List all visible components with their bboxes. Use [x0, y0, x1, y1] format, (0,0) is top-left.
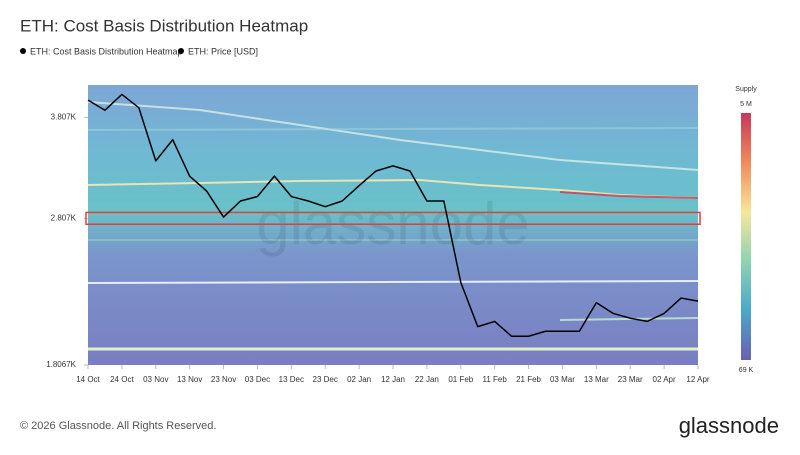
x-tick-label: 14 Oct	[76, 375, 100, 384]
x-tick-label: 13 Nov	[177, 375, 202, 384]
chart-title: ETH: Cost Basis Distribution Heatmap	[20, 16, 308, 35]
x-tick-label: 24 Oct	[110, 375, 134, 384]
x-tick-label: 03 Dec	[245, 375, 270, 384]
x-tick-label: 03 Mar	[550, 375, 575, 384]
colorbar-min: 69 K	[739, 367, 754, 374]
colorbar	[741, 113, 751, 360]
heatmap-streaks	[87, 101, 699, 351]
y-tick-label: 2.807K	[51, 214, 77, 223]
x-tick-label: 01 Feb	[448, 375, 473, 384]
x-tick-label: 11 Feb	[483, 375, 508, 384]
colorbar-title: Supply	[735, 86, 757, 93]
heatmap	[88, 85, 698, 365]
colorbar-max: 5 M	[740, 101, 752, 108]
x-tick-label: 22 Jan	[415, 375, 439, 384]
price-line	[87, 93, 699, 338]
brand-logo: glassnode	[679, 413, 779, 438]
footer: © 2026 Glassnode. All Rights Reserved.	[20, 420, 216, 432]
x-tick-label: 02 Jan	[347, 375, 371, 384]
legend-dot	[20, 48, 26, 54]
y-tick-label: 1.8067K	[46, 360, 76, 369]
highlight-box	[85, 211, 701, 225]
legend-label: ETH: Price [USD]	[188, 46, 258, 56]
x-tick-label: 12 Jan	[381, 375, 405, 384]
x-tick-label: 13 Mar	[584, 375, 609, 384]
x-tick-label: 23 Nov	[211, 375, 236, 384]
y-tick-label: 3.807K	[51, 113, 77, 122]
x-tick-label: 02 Apr	[653, 375, 676, 384]
x-tick-label: 23 Dec	[313, 375, 338, 384]
x-tick-label: 23 Mar	[618, 375, 643, 384]
watermark: glassnode	[256, 190, 530, 257]
x-tick-label: 21 Feb	[516, 375, 541, 384]
x-tick-label: 13 Dec	[279, 375, 304, 384]
x-tick-label: 03 Nov	[143, 375, 168, 384]
legend-dot	[178, 48, 184, 54]
legend-label: ETH: Cost Basis Distribution Heatmap	[30, 46, 183, 56]
x-tick-label: 12 Apr	[686, 375, 709, 384]
